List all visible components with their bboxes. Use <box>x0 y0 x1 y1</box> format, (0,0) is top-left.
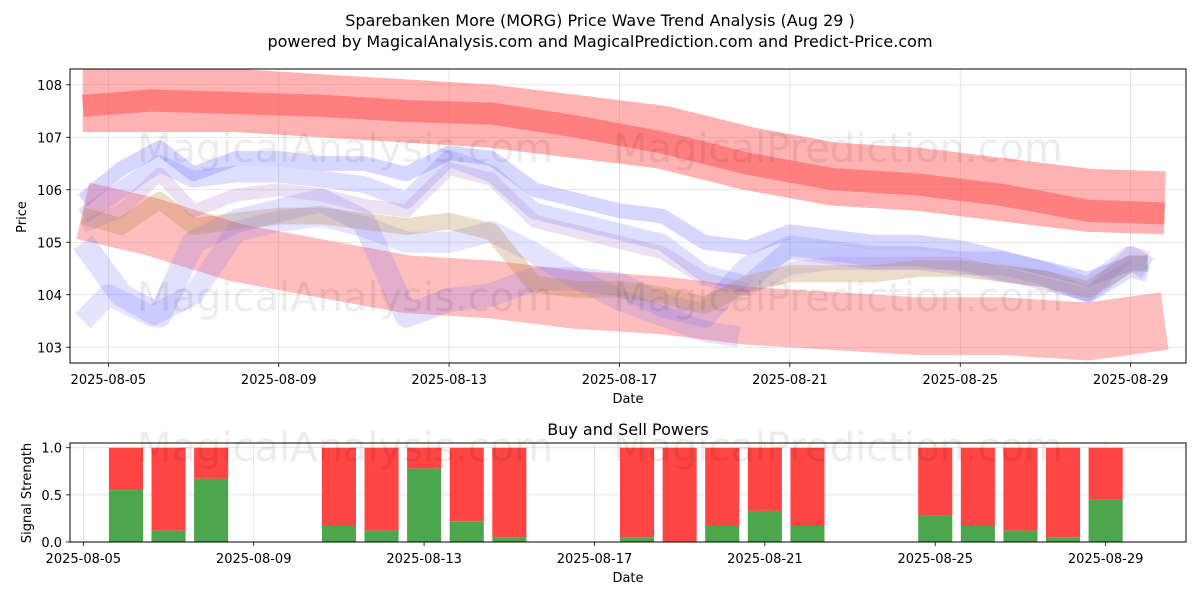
price-bands <box>73 69 1169 361</box>
powers-watermarks: MagicalAnalysis.com MagicalPrediction.co… <box>137 425 1063 471</box>
price-y-tick-label: 104 <box>37 289 62 304</box>
powers-y-axis-label: Signal Strength <box>20 443 35 543</box>
price-x-axis-label: Date <box>612 392 643 407</box>
price-x-tick-label: 2025-08-17 <box>582 373 658 388</box>
buy-power-bar <box>321 526 356 542</box>
powers-x-axis-label: Date <box>612 571 643 586</box>
sell-power-bar <box>747 447 782 511</box>
buy-power-bar <box>747 510 782 542</box>
price-x-tick-label: 2025-08-13 <box>411 373 487 388</box>
powers-bars <box>108 447 1123 542</box>
sell-power-bar <box>1088 447 1123 500</box>
buy-power-bar <box>364 530 399 542</box>
price-band-blue-3 <box>73 188 1154 328</box>
price-x-tick-label: 2025-08-25 <box>922 373 998 388</box>
price-x-tick-label: 2025-08-21 <box>752 373 828 388</box>
price-band-lavender-mix <box>80 162 1150 302</box>
powers-axis-ticks: 2025-08-05 2025-08-09 2025-08-13 2025-08-17… <box>41 442 1143 567</box>
buy-power-bar <box>620 537 655 542</box>
watermark-bottom-left: MagicalAnalysis.com <box>137 425 553 471</box>
price-y-tick-label: 106 <box>37 184 62 199</box>
buy-power-bar <box>194 478 229 542</box>
price-y-tick-label: 105 <box>37 236 62 251</box>
sell-power-bar <box>194 447 229 479</box>
powers-x-tick-label: 2025-08-13 <box>386 552 462 567</box>
buy-power-bar <box>1003 530 1038 542</box>
price-x-tick-label: 2025-08-09 <box>241 373 317 388</box>
sell-power-bar <box>662 447 697 542</box>
sell-power-bar <box>918 447 953 516</box>
price-y-tick-label: 108 <box>37 79 62 94</box>
watermark-top-left: MagicalAnalysis.com <box>137 126 553 172</box>
watermark-top-right: MagicalPrediction.com <box>613 126 1063 172</box>
price-band-blue-1 <box>78 140 1148 287</box>
buy-power-bar <box>1088 499 1123 542</box>
buy-power-bar <box>108 490 143 542</box>
price-y-axis-label: Price <box>15 201 30 233</box>
watermark-mid-left: MagicalAnalysis.com <box>137 275 553 321</box>
price-band-blue-4 <box>75 205 741 348</box>
powers-x-tick-label: 2025-08-21 <box>727 552 803 567</box>
sell-power-bar <box>407 447 442 469</box>
price-x-tick-label: 2025-08-29 <box>1093 373 1169 388</box>
price-band-blue-2 <box>78 149 1151 304</box>
powers-title: Buy and Sell Powers <box>547 420 709 439</box>
powers-x-tick-label: 2025-08-17 <box>557 552 633 567</box>
buy-power-bar <box>790 526 825 542</box>
powers-x-tick-label: 2025-08-29 <box>1068 552 1144 567</box>
sell-power-bar <box>449 447 484 522</box>
powers-y-tick-label: 0.5 <box>41 489 62 504</box>
sell-power-bar <box>364 447 399 531</box>
buy-power-bar <box>960 526 995 542</box>
watermark-bottom-right: MagicalPrediction.com <box>613 425 1063 471</box>
price-y-tick-label: 103 <box>37 341 62 356</box>
sell-power-bar <box>492 447 527 538</box>
powers-x-tick-label: 2025-08-05 <box>46 552 122 567</box>
powers-x-tick-label: 2025-08-09 <box>216 552 292 567</box>
sell-power-bar <box>790 447 825 526</box>
price-watermarks: MagicalAnalysis.com MagicalPrediction.co… <box>137 126 1063 321</box>
sell-power-bar <box>1003 447 1038 531</box>
sell-power-bar <box>151 447 186 531</box>
sell-power-bar <box>108 447 143 491</box>
price-axis-ticks: 2025-08-05 2025-08-09 2025-08-13 2025-08-17… <box>37 79 1168 388</box>
sell-power-bar <box>960 447 995 526</box>
buy-power-bar <box>705 526 740 542</box>
powers-plot-frame <box>69 442 1187 543</box>
price-band-brown-mix <box>80 191 1148 314</box>
powers-y-tick-label: 0.0 <box>41 536 62 551</box>
price-y-tick-label: 107 <box>37 131 62 146</box>
powers-x-tick-label: 2025-08-25 <box>897 552 973 567</box>
powers-y-tick-label: 1.0 <box>41 442 62 457</box>
sell-power-bar <box>1046 447 1081 538</box>
watermark-mid-right: MagicalPrediction.com <box>613 275 1063 321</box>
price-plot-frame <box>69 68 1187 364</box>
buy-power-bar <box>1046 537 1081 542</box>
buy-power-bar <box>492 537 527 542</box>
buy-power-bar <box>918 515 953 542</box>
sell-power-bar <box>321 447 356 526</box>
price-band-lower-red <box>76 182 1169 361</box>
buy-power-bar <box>407 468 442 542</box>
buy-power-bar <box>449 521 484 542</box>
sell-power-bar <box>705 447 740 526</box>
buy-power-bar <box>151 530 186 542</box>
price-grid <box>70 69 1186 363</box>
price-x-tick-label: 2025-08-05 <box>71 373 147 388</box>
chart-title-line2: powered by MagicalAnalysis.com and Magic… <box>267 32 932 51</box>
chart-title-line1: Sparebanken More (MORG) Price Wave Trend… <box>345 11 855 30</box>
price-band-upper-red-inner <box>81 89 1166 225</box>
sell-power-bar <box>620 447 655 538</box>
